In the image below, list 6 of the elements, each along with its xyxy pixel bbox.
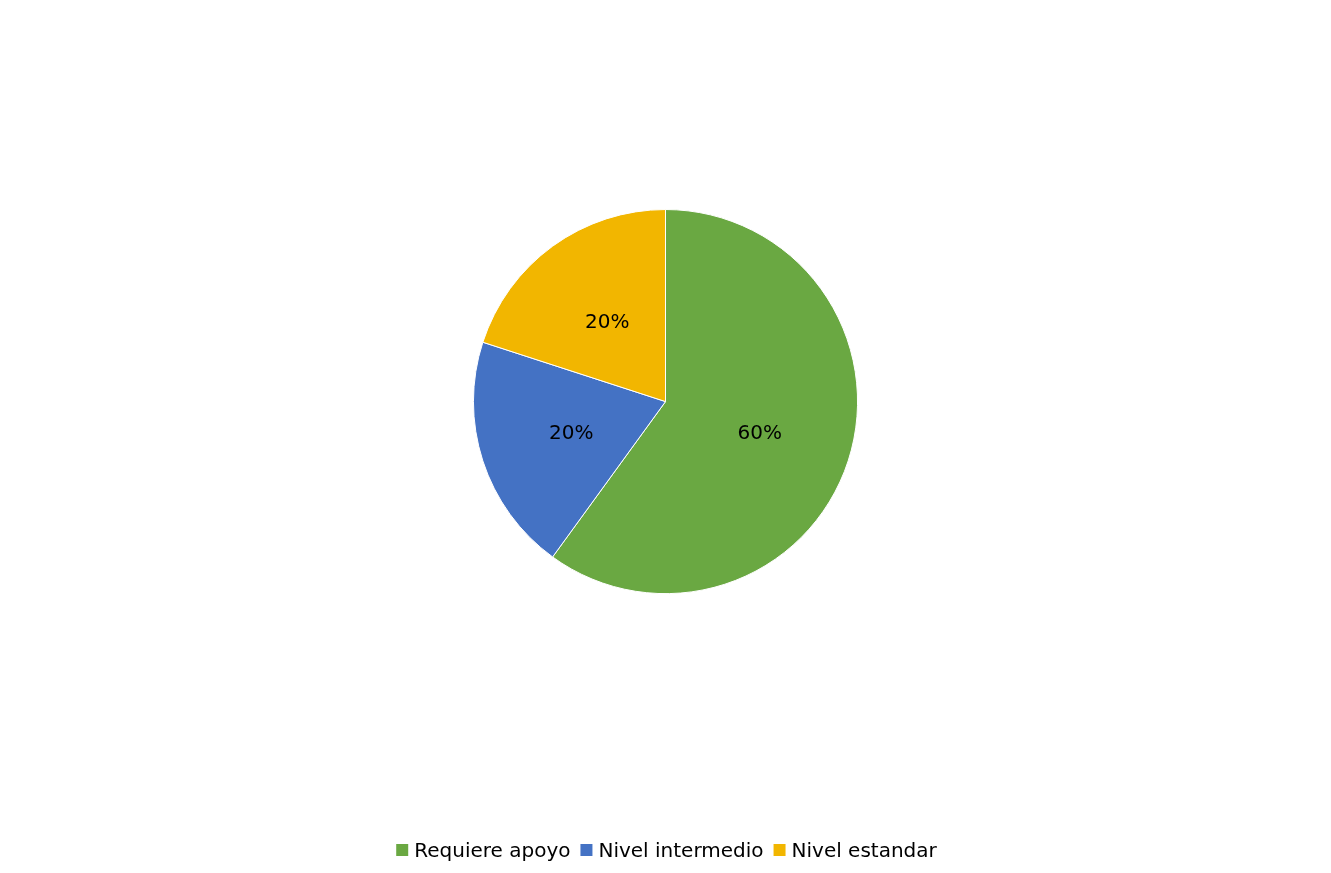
legend-label: Nivel intermedio (598, 838, 764, 862)
data-label: 60% (737, 420, 782, 445)
data-label: 20% (549, 420, 594, 445)
legend-label: Nivel estandar (791, 838, 938, 862)
data-label: 20% (585, 309, 630, 334)
legend-label: Requiere apoyo (414, 838, 571, 862)
